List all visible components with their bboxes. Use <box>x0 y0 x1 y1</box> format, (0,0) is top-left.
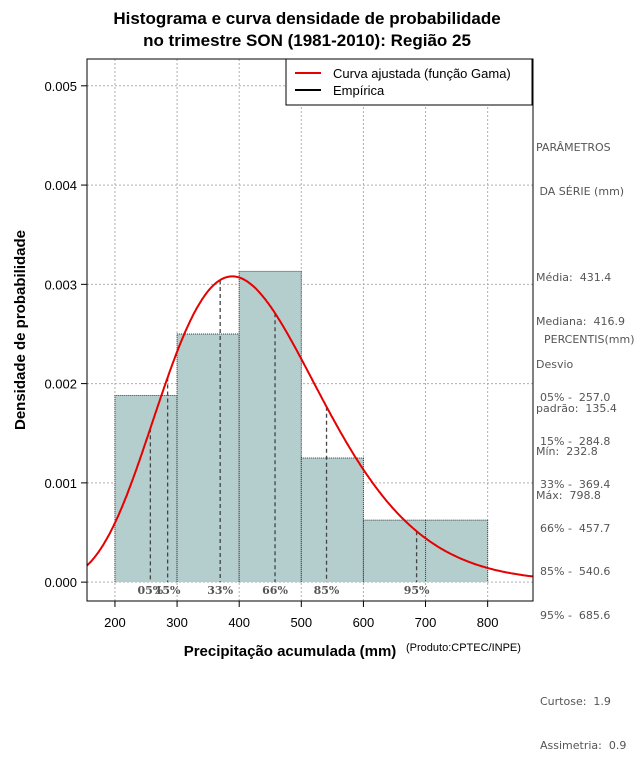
x-tick-label: 500 <box>290 615 312 630</box>
legend-box <box>285 58 533 106</box>
histogram-bar <box>177 333 240 583</box>
param-mean: Média: 431.4 <box>536 271 612 284</box>
percentile-label: 33% <box>207 584 233 597</box>
percentile-markers: 05%15% 33% 66% 85% 95% <box>137 280 430 597</box>
x-tick-label: 800 <box>477 615 499 630</box>
param-sd-value: padrão: 135.4 <box>536 401 617 415</box>
x-tick-label: 200 <box>104 615 126 630</box>
percentile-label: 05% <box>137 584 163 597</box>
histogram-bar-outline <box>238 270 302 583</box>
chart-title-line-2: no trimestre SON (1981-2010): Região 25 <box>143 31 471 50</box>
histogram-bar <box>301 458 364 583</box>
y-axis-label: Densidade de probabilidade <box>12 230 29 430</box>
x-axis-label: Precipitação acumulada (mm) <box>184 643 397 660</box>
stat-kurtosis: Curtose: 1.9 <box>540 695 611 708</box>
params-panel: PARÂMETROS DA SÉRIE (mm) Média: 431.4 Me… <box>536 112 625 518</box>
percentile-label: 85% <box>314 584 340 597</box>
param-max: Máx: 798.8 <box>536 488 601 502</box>
stat-skewness: Assimetria: 0.9 <box>540 738 627 752</box>
y-tick-label: 0.000 <box>44 575 77 590</box>
histogram-chart: Histograma e curva densidade de probabil… <box>12 9 534 660</box>
y-tick-label: 0.003 <box>44 277 77 292</box>
y-tick-label: 0.004 <box>44 178 77 193</box>
histogram-bar <box>114 395 178 583</box>
percentil-85: 85% - 540.6 <box>540 565 611 578</box>
percentis-spacer <box>540 652 626 666</box>
percentil-95: 95% - 685.6 <box>540 608 611 622</box>
x-axis-ticks: 200 300 400 500 600 700 800 <box>104 601 499 630</box>
percentile-label: 95% <box>404 584 430 597</box>
x-tick-label: 600 <box>353 615 375 630</box>
product-credit: (Produto:CPTEC/INPE) <box>406 642 521 654</box>
params-title-line-2: DA SÉRIE (mm) <box>536 184 625 198</box>
y-tick-label: 0.002 <box>44 377 77 392</box>
chart-title: Histograma e curva densidade de probabil… <box>113 9 500 50</box>
percentil-66: 66% - 457.7 <box>540 521 611 535</box>
params-title-line-1: PARÂMETROS <box>536 141 611 154</box>
y-tick-label: 0.005 <box>44 79 77 94</box>
histogram-bars <box>114 270 489 583</box>
x-tick-label: 300 <box>166 615 188 630</box>
percentile-label: 15% <box>155 584 181 597</box>
x-tick-label: 400 <box>228 615 250 630</box>
percentis-panel: 05% - 257.0 15% - 284.8 33% - 369.4 66% … <box>540 362 626 768</box>
percentis-title: PERCENTIS(mm) <box>544 333 635 346</box>
percentil-05: 05% - 257.0 <box>540 391 611 404</box>
legend: Curva ajustada (função Gama) Empírica <box>285 58 533 106</box>
y-axis-ticks: 0.000 0.001 0.002 0.003 0.004 0.005 <box>44 79 87 590</box>
percentil-33: 33% - 369.4 <box>540 478 611 491</box>
histogram-bar <box>239 271 302 583</box>
legend-label-fitted: Curva ajustada (função Gama) <box>333 66 511 81</box>
param-sd-label: Desvio <box>536 358 574 371</box>
percentile-label: 66% <box>262 584 288 597</box>
fitted-curve <box>86 275 534 578</box>
y-tick-label: 0.001 <box>44 476 77 491</box>
param-median: Mediana: 416.9 <box>536 314 625 328</box>
x-tick-label: 700 <box>415 615 437 630</box>
chart-title-line-1: Histograma e curva densidade de probabil… <box>113 9 500 28</box>
legend-label-empirical: Empírica <box>333 83 385 98</box>
fitted-curve-layer <box>86 275 534 578</box>
params-spacer <box>536 228 625 242</box>
percentil-15: 15% - 284.8 <box>540 434 611 448</box>
param-min: Mín: 232.8 <box>536 445 598 458</box>
